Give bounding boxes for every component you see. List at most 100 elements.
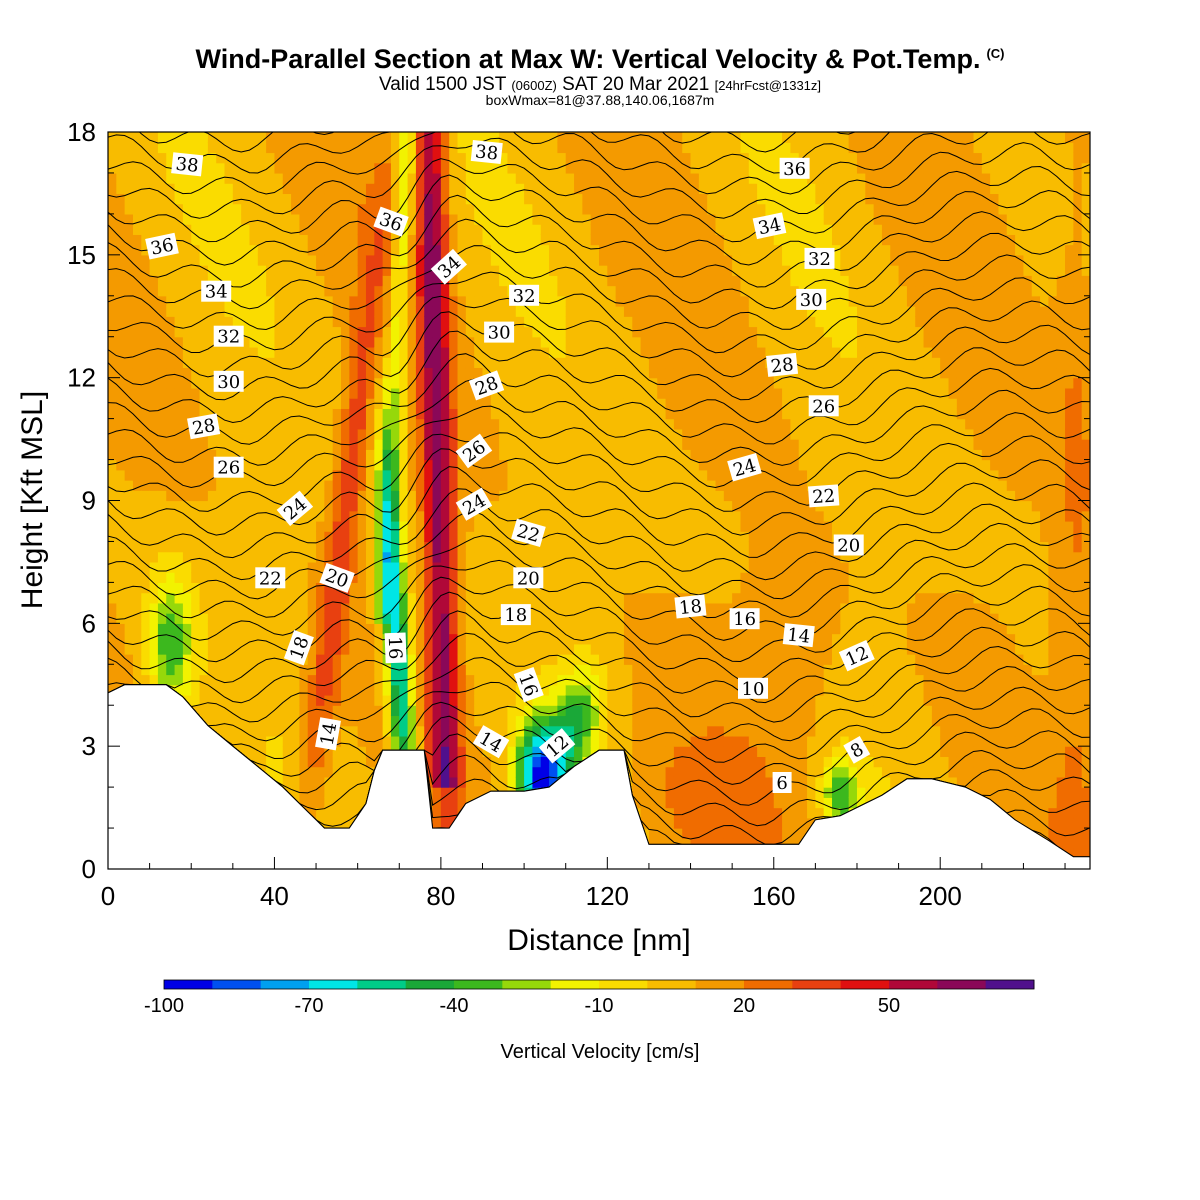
shade-cell: [599, 377, 608, 389]
shade-cell: [615, 694, 625, 706]
shade-cell: [274, 377, 284, 389]
shade-cell: [465, 480, 475, 491]
shade-cell: [316, 408, 325, 420]
shade-cell: [241, 459, 251, 471]
shade-cell: [232, 346, 242, 358]
shade-cell: [673, 725, 683, 737]
shade-cell: [166, 480, 176, 491]
shade-cell: [432, 480, 442, 491]
shade-cell: [673, 572, 683, 583]
shade-cell: [507, 582, 517, 594]
shade-cell: [507, 346, 517, 358]
shade-cell: [241, 551, 251, 563]
shade-cell: [474, 275, 484, 287]
shade-cell: [515, 428, 525, 440]
shade-cell: [274, 633, 284, 645]
shade-cell: [132, 183, 142, 195]
shade-cell: [532, 408, 542, 420]
shade-cell: [407, 674, 417, 686]
shade-cell: [274, 357, 284, 369]
shade-cell: [574, 142, 583, 154]
shade-cell: [224, 520, 234, 532]
shade-cell: [116, 398, 126, 409]
shade-cell: [657, 654, 667, 665]
shade-cell: [607, 265, 617, 276]
shade-cell: [407, 295, 417, 307]
shade-cell: [299, 439, 309, 450]
shade-cell: [457, 183, 467, 195]
shade-cell: [424, 213, 434, 225]
shade-cell: [324, 418, 334, 430]
shade-cell: [474, 183, 484, 195]
shade-cell: [199, 633, 209, 645]
shade-cell: [665, 838, 675, 850]
shade-cell: [282, 254, 292, 266]
shade-cell: [399, 132, 409, 143]
shade-cell: [499, 633, 509, 645]
shade-cell: [232, 664, 242, 676]
shade-cell: [307, 193, 317, 205]
shade-cell: [182, 623, 192, 635]
shade-cell: [108, 592, 117, 604]
shade-cell: [499, 357, 509, 369]
shade-cell: [299, 735, 309, 747]
shade-cell: [465, 623, 475, 635]
shade-cell: [316, 398, 325, 409]
shade-cell: [648, 674, 658, 686]
shade-cell: [407, 715, 417, 727]
shade-cell: [648, 541, 658, 553]
shade-cell: [490, 684, 500, 696]
shade-cell: [324, 490, 334, 502]
shade-cell: [574, 265, 583, 276]
shade-cell: [657, 326, 667, 338]
shade-cell: [632, 183, 642, 195]
shade-cell: [332, 746, 342, 758]
shade-cell: [232, 213, 242, 225]
shade-cell: [507, 183, 517, 195]
shade-cell: [390, 203, 400, 215]
shade-cell: [374, 684, 384, 696]
shade-cell: [440, 193, 450, 205]
shade-cell: [341, 623, 350, 635]
shade-cell: [657, 377, 667, 389]
shade-cell: [365, 224, 375, 235]
shade-cell: [482, 561, 492, 573]
shade-cell: [357, 694, 367, 706]
shade-cell: [632, 387, 642, 399]
shade-cell: [474, 725, 484, 737]
shade-cell: [382, 561, 392, 573]
shade-cell: [216, 142, 226, 154]
shade-cell: [374, 520, 384, 532]
shade-cell: [249, 132, 259, 143]
shade-cell: [490, 551, 500, 563]
shade-cell: [207, 572, 217, 583]
shade-cell: [324, 531, 334, 543]
shade-cell: [549, 613, 558, 624]
shade-cell: [207, 234, 217, 246]
shade-cell: [399, 265, 409, 276]
shade-cell: [282, 418, 292, 430]
shade-cell: [365, 193, 375, 205]
shade-cell: [241, 500, 251, 512]
shade-cell: [199, 132, 209, 143]
shade-cell: [415, 306, 425, 317]
shade-cell: [266, 336, 276, 348]
shade-cell: [207, 500, 217, 512]
shade-cell: [341, 561, 350, 573]
shade-cell: [648, 162, 658, 174]
shade-cell: [108, 664, 117, 676]
shade-cell: [665, 715, 675, 727]
shade-cell: [632, 674, 642, 686]
shade-cell: [232, 285, 242, 297]
shade-cell: [316, 357, 325, 369]
shade-cell: [532, 326, 542, 338]
shade-cell: [141, 398, 151, 409]
shade-cell: [365, 132, 375, 143]
shade-cell: [640, 377, 650, 389]
shade-cell: [590, 367, 600, 379]
shade-cell: [582, 459, 592, 471]
shade-cell: [640, 428, 650, 440]
shade-cell: [349, 500, 359, 512]
shade-cell: [266, 275, 276, 287]
shade-cell: [299, 510, 309, 522]
